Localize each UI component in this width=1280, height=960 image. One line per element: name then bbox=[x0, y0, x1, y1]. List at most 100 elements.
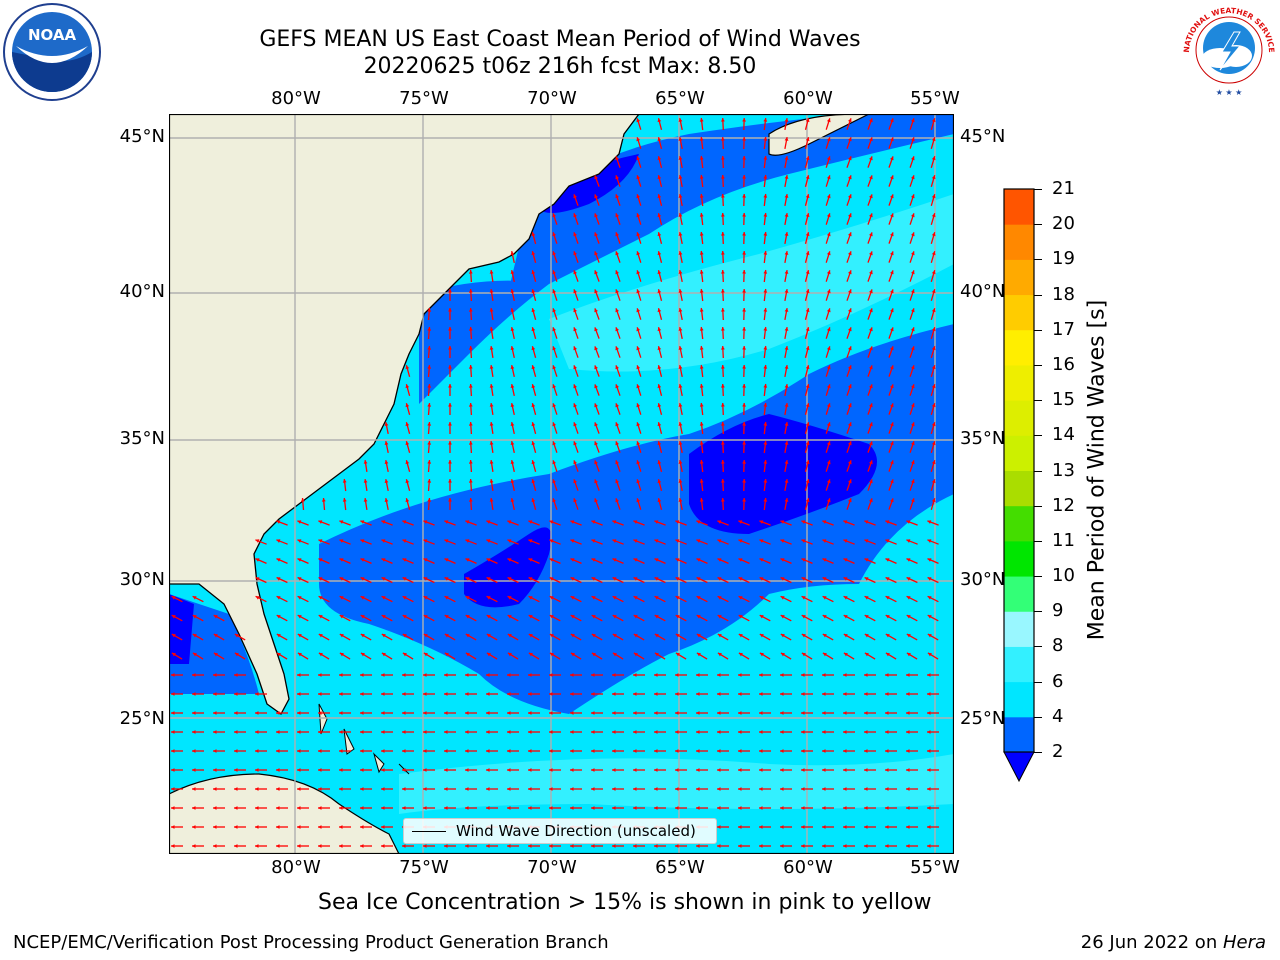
wind-arrow-head bbox=[911, 498, 915, 503]
wind-arrow-head bbox=[843, 787, 847, 791]
wind-arrow-head bbox=[742, 498, 746, 502]
wind-arrow-head bbox=[615, 346, 619, 351]
wind-arrow-head bbox=[805, 498, 810, 503]
wind-arrow-head bbox=[636, 308, 641, 313]
wind-arrow-head bbox=[906, 825, 910, 829]
wind-arrow-head bbox=[742, 479, 746, 483]
wind-arrow-head bbox=[171, 711, 175, 715]
wind-arrow-head bbox=[822, 749, 826, 753]
wind-arrow-head bbox=[570, 615, 575, 619]
wind-arrow-head bbox=[213, 768, 217, 772]
wind-arrow-head bbox=[573, 460, 577, 465]
wind-arrow-head bbox=[402, 806, 406, 810]
wind-arrow-head bbox=[780, 577, 785, 581]
wind-arrow-head bbox=[615, 270, 619, 275]
wind-arrow-head bbox=[255, 539, 260, 543]
wind-arrow-head bbox=[906, 520, 911, 524]
wind-arrow-head bbox=[573, 289, 577, 294]
colorbar-segment bbox=[1004, 716, 1034, 753]
wind-arrow-head bbox=[297, 615, 302, 619]
wind-arrow-head bbox=[213, 787, 217, 791]
wind-arrow-head bbox=[444, 634, 449, 638]
wind-arrow-head bbox=[570, 749, 574, 753]
wind-arrow-head bbox=[678, 156, 683, 160]
wind-arrow-head bbox=[738, 844, 742, 848]
wind-arrow-head bbox=[822, 577, 827, 581]
wind-arrow-head bbox=[759, 596, 764, 600]
wind-arrow-head bbox=[927, 768, 931, 772]
colorbar-tick-label: 12 bbox=[1052, 494, 1075, 516]
wind-arrow-head bbox=[468, 327, 473, 331]
wind-arrow-head bbox=[486, 520, 491, 524]
wind-arrow-head bbox=[654, 577, 659, 581]
wind-arrow-head bbox=[699, 441, 704, 445]
colorbar-segment bbox=[1004, 329, 1034, 366]
wind-arrow-head bbox=[848, 479, 852, 484]
wind-arrow-head bbox=[890, 422, 894, 427]
wind-arrow-head bbox=[594, 384, 598, 389]
wind-arrow-head bbox=[510, 384, 515, 388]
wind-arrow-head bbox=[427, 308, 432, 312]
wind-arrow-head bbox=[448, 308, 452, 312]
wind-arrow-head bbox=[675, 634, 680, 638]
wind-arrow-head bbox=[822, 652, 827, 657]
footer-date: 26 Jun 2022 on Hera bbox=[1080, 932, 1266, 953]
blue-region-gulf-of-maine bbox=[509, 114, 954, 289]
wind-arrow-head bbox=[780, 806, 784, 810]
wind-arrow-head bbox=[444, 539, 449, 543]
wind-arrow-head bbox=[890, 441, 894, 446]
colorbar-tick-label: 11 bbox=[1052, 529, 1075, 551]
wind-arrow-head bbox=[531, 346, 536, 351]
wind-arrow-head bbox=[864, 806, 868, 810]
wind-arrow-head bbox=[255, 844, 259, 848]
wind-arrow-head bbox=[911, 384, 915, 389]
wind-arrow-head bbox=[615, 213, 619, 218]
wind-arrow-head bbox=[573, 479, 577, 484]
wind-arrow-head bbox=[742, 194, 746, 198]
wind-arrow-head bbox=[612, 634, 617, 638]
wind-arrow-head bbox=[721, 137, 725, 141]
wind-arrow-head bbox=[784, 384, 789, 388]
wind-arrow-head bbox=[510, 327, 515, 331]
colorbar-segment bbox=[1004, 576, 1034, 612]
wind-arrow-head bbox=[171, 749, 175, 753]
wind-arrow-head bbox=[780, 520, 785, 524]
wind-arrow-head bbox=[654, 787, 658, 791]
wind-arrow-head bbox=[615, 441, 619, 446]
lon-label-bottom-55w: 55°W bbox=[910, 857, 960, 878]
wind-arrow-head bbox=[300, 498, 305, 502]
wind-arrow-head bbox=[276, 806, 280, 810]
wind-arrow-head bbox=[805, 365, 810, 370]
wind-arrow-head bbox=[763, 384, 768, 388]
wind-arrow-head bbox=[423, 749, 427, 753]
wind-arrow-head bbox=[911, 308, 915, 313]
wind-arrow-head bbox=[927, 558, 932, 562]
wind-arrow-head bbox=[864, 652, 869, 657]
wind-arrow-head bbox=[763, 365, 768, 369]
wind-arrow-head bbox=[927, 596, 932, 600]
light-band-northeast bbox=[549, 194, 954, 372]
wind-arrow-head bbox=[763, 213, 768, 217]
wind-arrow-head bbox=[906, 615, 911, 619]
wind-arrow-head bbox=[507, 634, 512, 638]
wind-arrow-head bbox=[360, 806, 364, 810]
wind-arrow-head bbox=[507, 577, 512, 581]
wind-arrow-head bbox=[759, 787, 763, 791]
wind-arrow-head bbox=[678, 289, 683, 293]
wind-arrow-head bbox=[573, 365, 577, 370]
wind-arrow-head bbox=[213, 825, 217, 829]
wind-arrow-head bbox=[486, 711, 490, 715]
wind-arrow-head bbox=[423, 730, 427, 734]
wind-arrow-head bbox=[339, 806, 343, 810]
wind-arrow-head bbox=[594, 346, 598, 351]
wind-arrow-head bbox=[742, 156, 746, 160]
wind-arrow-head bbox=[633, 652, 638, 657]
lat-label-right-35n: 35°N bbox=[960, 428, 1006, 449]
wind-arrow-head bbox=[594, 441, 598, 446]
wind-arrow-head bbox=[465, 596, 470, 600]
wind-arrow-head bbox=[869, 346, 873, 351]
wind-arrow-head bbox=[633, 558, 638, 562]
wind-arrow-head bbox=[402, 596, 407, 600]
lon-label-top-75w: 75°W bbox=[399, 88, 449, 109]
map-panel bbox=[169, 114, 954, 854]
